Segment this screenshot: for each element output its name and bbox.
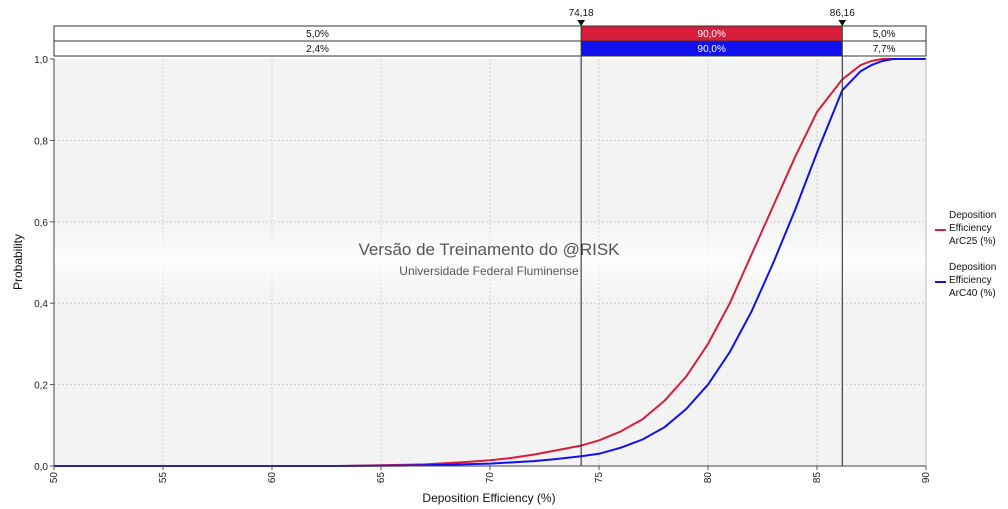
- band-middle-2: [580, 40, 843, 57]
- legend-label-2: ArC40 (%): [949, 288, 996, 299]
- x-tick-label: 55: [158, 472, 169, 484]
- axes: 50 55 60 65 70 75 80 85 90 0,0 0,2 0,4 0,6 0,8 1,0: [34, 55, 932, 483]
- x-tick-label: 85: [812, 472, 823, 484]
- y-tick-label: 1,0: [34, 55, 48, 66]
- legend-label-1: ArC25 (%): [949, 236, 996, 247]
- y-axis-title: Probability: [11, 234, 25, 290]
- watermark-title: Versão de Treinamento do @RISK: [358, 240, 620, 259]
- x-tick-label: 75: [594, 472, 605, 484]
- legend: Deposition Efficiency ArC25 (%) Deposition E…: [935, 210, 996, 299]
- band-middle-label: 90,0%: [698, 29, 726, 40]
- grid: [54, 59, 926, 466]
- marker-label-1: 74,18: [569, 8, 594, 19]
- x-tick-label: 50: [49, 472, 60, 484]
- series-group: [54, 58, 926, 467]
- y-tick-label: 0,2: [34, 381, 48, 392]
- y-tick-label: 0,6: [34, 218, 48, 229]
- legend-label-2: Efficiency: [949, 275, 992, 286]
- marker-label-2: 86,16: [830, 8, 855, 19]
- watermark-band: [54, 222, 926, 296]
- marker-triangle-2: [838, 20, 847, 26]
- series-line-2: [54, 58, 926, 467]
- legend-label-1: Efficiency: [949, 223, 992, 234]
- band-left-label: 2,4%: [306, 44, 329, 55]
- x-tick-label: 80: [703, 472, 714, 484]
- band-right-label: 7,7%: [873, 44, 896, 55]
- x-axis-title: Deposition Efficiency (%): [422, 491, 555, 505]
- series-line-1: [54, 58, 926, 467]
- band-left-label: 5,0%: [306, 29, 329, 40]
- x-tick-label: 65: [376, 472, 387, 484]
- y-tick-label: 0,4: [34, 299, 48, 310]
- marker-triangle-1: [577, 20, 586, 26]
- band-middle-label: 90,0%: [698, 44, 726, 55]
- x-tick-label: 90: [921, 472, 932, 484]
- y-tick-label: 0,8: [34, 136, 48, 147]
- legend-label-1: Deposition: [949, 210, 996, 221]
- y-tick-label: 0,0: [34, 462, 48, 473]
- watermark: Versão de Treinamento do @RISK Universid…: [54, 222, 926, 296]
- x-tick-label: 60: [267, 472, 278, 484]
- legend-label-2: Deposition: [949, 262, 996, 273]
- x-tick-label: 70: [485, 472, 496, 484]
- band-right-label: 5,0%: [873, 29, 896, 40]
- probability-bands: 5,0% 90,0% 5,0% 2,4% 90,0% 7,7% 74,18 86,16: [53, 8, 927, 57]
- watermark-subtitle: Universidade Federal Fluminense: [399, 264, 579, 278]
- marker-lines: [580, 22, 843, 466]
